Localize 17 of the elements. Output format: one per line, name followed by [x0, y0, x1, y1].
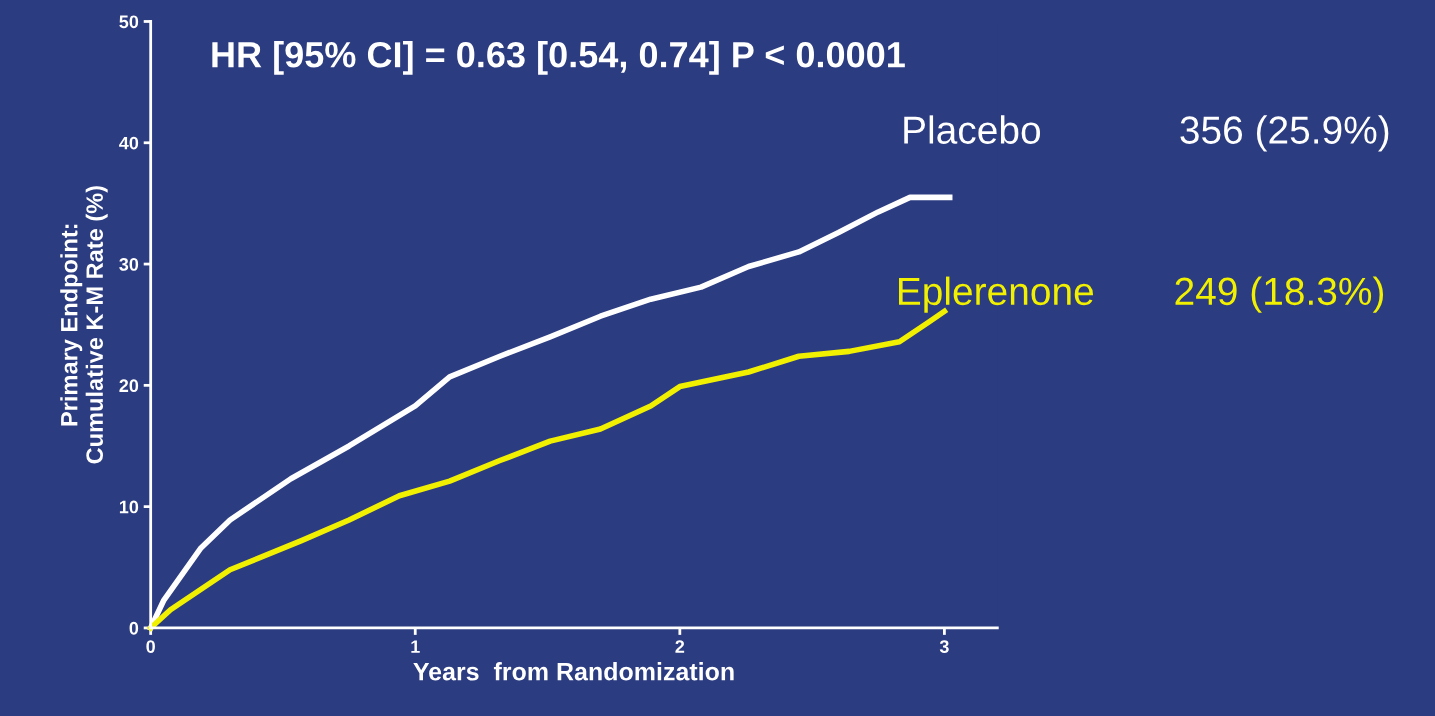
y-tick-label: 10	[119, 500, 139, 514]
y-tick-label: 30	[119, 258, 139, 271]
text: HR [95% CI] = 0.63 [0.54, 0.74] P < 0.0001	[212, 41, 905, 75]
x-tick-label: 3	[939, 640, 949, 654]
y-tick-label: 20	[119, 379, 139, 393]
x-tick-label: 0	[146, 640, 155, 653]
text: 356 (25.9%)	[1180, 115, 1389, 152]
y-tick-label: 40	[119, 136, 139, 150]
text: 249 (18.3%)	[1175, 276, 1384, 313]
x-tick-label: 1	[411, 640, 420, 653]
series-label: Placebo	[904, 115, 1040, 144]
x-tick-label: 2	[675, 640, 685, 653]
y-axis-title: Primary Endpoint: Cumulative K-M Rate (%)	[60, 186, 108, 464]
series-label: Eplerenone	[898, 276, 1093, 313]
x-axis-title: Years from Randomization	[413, 662, 734, 681]
y-tick-label: 0	[129, 621, 139, 635]
y-tick-label: 50	[119, 15, 139, 29]
